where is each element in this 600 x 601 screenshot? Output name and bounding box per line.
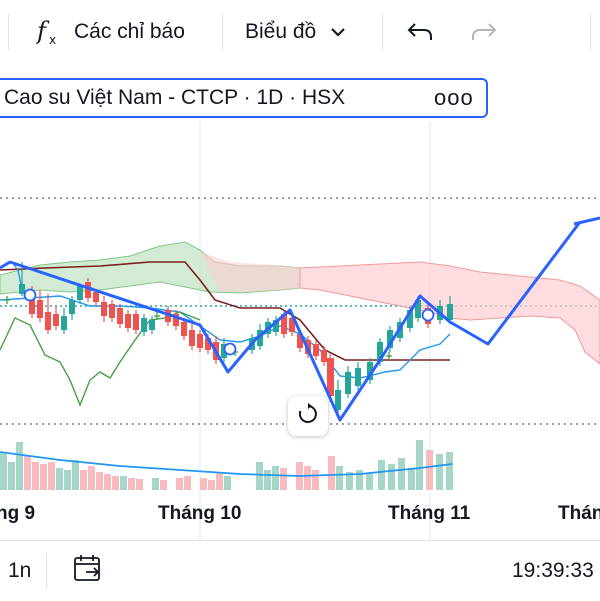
volume-bars xyxy=(0,440,453,490)
x-axis-label: ng 9 xyxy=(0,503,36,524)
toolbar-divider xyxy=(8,14,9,50)
indicators-label: Các chỉ báo xyxy=(74,20,185,43)
toolbar-divider xyxy=(222,14,223,50)
x-axis-label: Tháng 10 xyxy=(158,503,242,524)
undo-button[interactable] xyxy=(406,0,434,64)
toolbar-divider xyxy=(590,14,591,50)
interval-button[interactable]: 1n xyxy=(8,541,31,601)
marker-circle xyxy=(23,288,37,302)
time-label: 19:39:33 xyxy=(512,559,594,582)
marker-circle xyxy=(421,308,435,322)
pattern-arrow xyxy=(573,216,600,226)
symbol-title: Cao su Việt Nam - CTCP · 1D · HSX xyxy=(4,86,346,109)
volume-ma-line xyxy=(0,451,453,477)
interval-label: 1n xyxy=(8,559,32,582)
chart-type-label: Biểu đồ xyxy=(245,20,317,43)
reset-chart-button[interactable] xyxy=(288,396,328,436)
lagging-span xyxy=(0,311,201,407)
fx-icon: f x xyxy=(36,17,62,47)
undo-icon xyxy=(406,20,434,44)
redo-button[interactable] xyxy=(470,0,498,64)
marker-circle xyxy=(223,342,237,356)
bottom-toolbar: 1n 19:39:33 xyxy=(0,540,600,601)
cloud-bearish xyxy=(200,252,300,292)
go-to-date-button[interactable] xyxy=(72,541,104,601)
chart-type-button[interactable]: Biểu đồ xyxy=(245,0,346,64)
reset-icon xyxy=(297,402,319,430)
calendar-icon xyxy=(72,552,104,590)
redo-icon xyxy=(470,20,498,44)
toolbar-divider xyxy=(382,14,383,50)
price-chart[interactable] xyxy=(0,0,600,540)
symbol-header[interactable]: Cao su Việt Nam - CTCP · 1D · HSX ooo xyxy=(0,78,488,118)
pattern-drawing-line[interactable] xyxy=(0,221,582,422)
chevron-down-icon xyxy=(330,26,346,38)
more-options-icon[interactable]: ooo xyxy=(434,85,474,110)
clock-time[interactable]: 19:39:33 xyxy=(512,541,594,601)
top-toolbar: f x Các chỉ báo Biểu đồ xyxy=(0,0,600,64)
x-axis-label: Tháng 11 xyxy=(388,503,471,524)
x-axis-label: Thán xyxy=(558,503,600,524)
toolbar-divider xyxy=(46,553,47,589)
svg-text:x: x xyxy=(49,33,56,47)
base-line xyxy=(0,261,450,361)
indicators-button[interactable]: f x Các chỉ báo xyxy=(36,0,185,64)
